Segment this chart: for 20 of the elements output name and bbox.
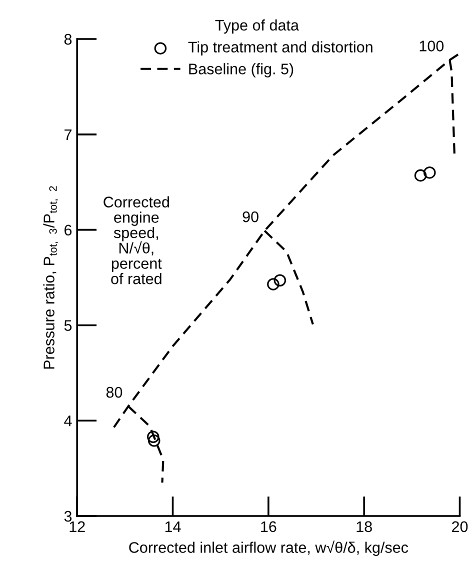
y-tick-label: 6 <box>64 224 72 236</box>
x-tick-label: 12 <box>70 521 85 532</box>
annotation: 100 <box>420 40 444 52</box>
y-tick-label: 8 <box>64 34 72 45</box>
x-tick-label: 16 <box>261 521 276 532</box>
legend-title: Type of data <box>215 19 299 34</box>
annotation: 80 <box>106 386 122 398</box>
y-tick-label: 4 <box>64 416 72 426</box>
y-tick-label: 5 <box>64 320 72 331</box>
x-tick-label: 14 <box>165 521 181 532</box>
x-axis-title: Corrected inlet airflow rate, w√θ/δ, kg/sec <box>129 540 408 556</box>
x-tick-label: 18 <box>356 521 372 532</box>
annotation: 90 <box>242 211 258 222</box>
y-axis-title: Pressure ratio, P$_{tot, 3}$/P$_{tot, 2}$ <box>43 186 58 369</box>
x-tick-label: 20 <box>452 521 468 532</box>
y-tick-label: 7 <box>64 129 72 140</box>
legend-label: Baseline (fig. 5) <box>189 63 294 78</box>
y-tick-label: 3 <box>64 510 72 522</box>
annotation: Corrected engine speed, N/√θ, percent of rated <box>104 196 169 284</box>
legend-label: Tip treatment and distortion <box>188 41 372 56</box>
